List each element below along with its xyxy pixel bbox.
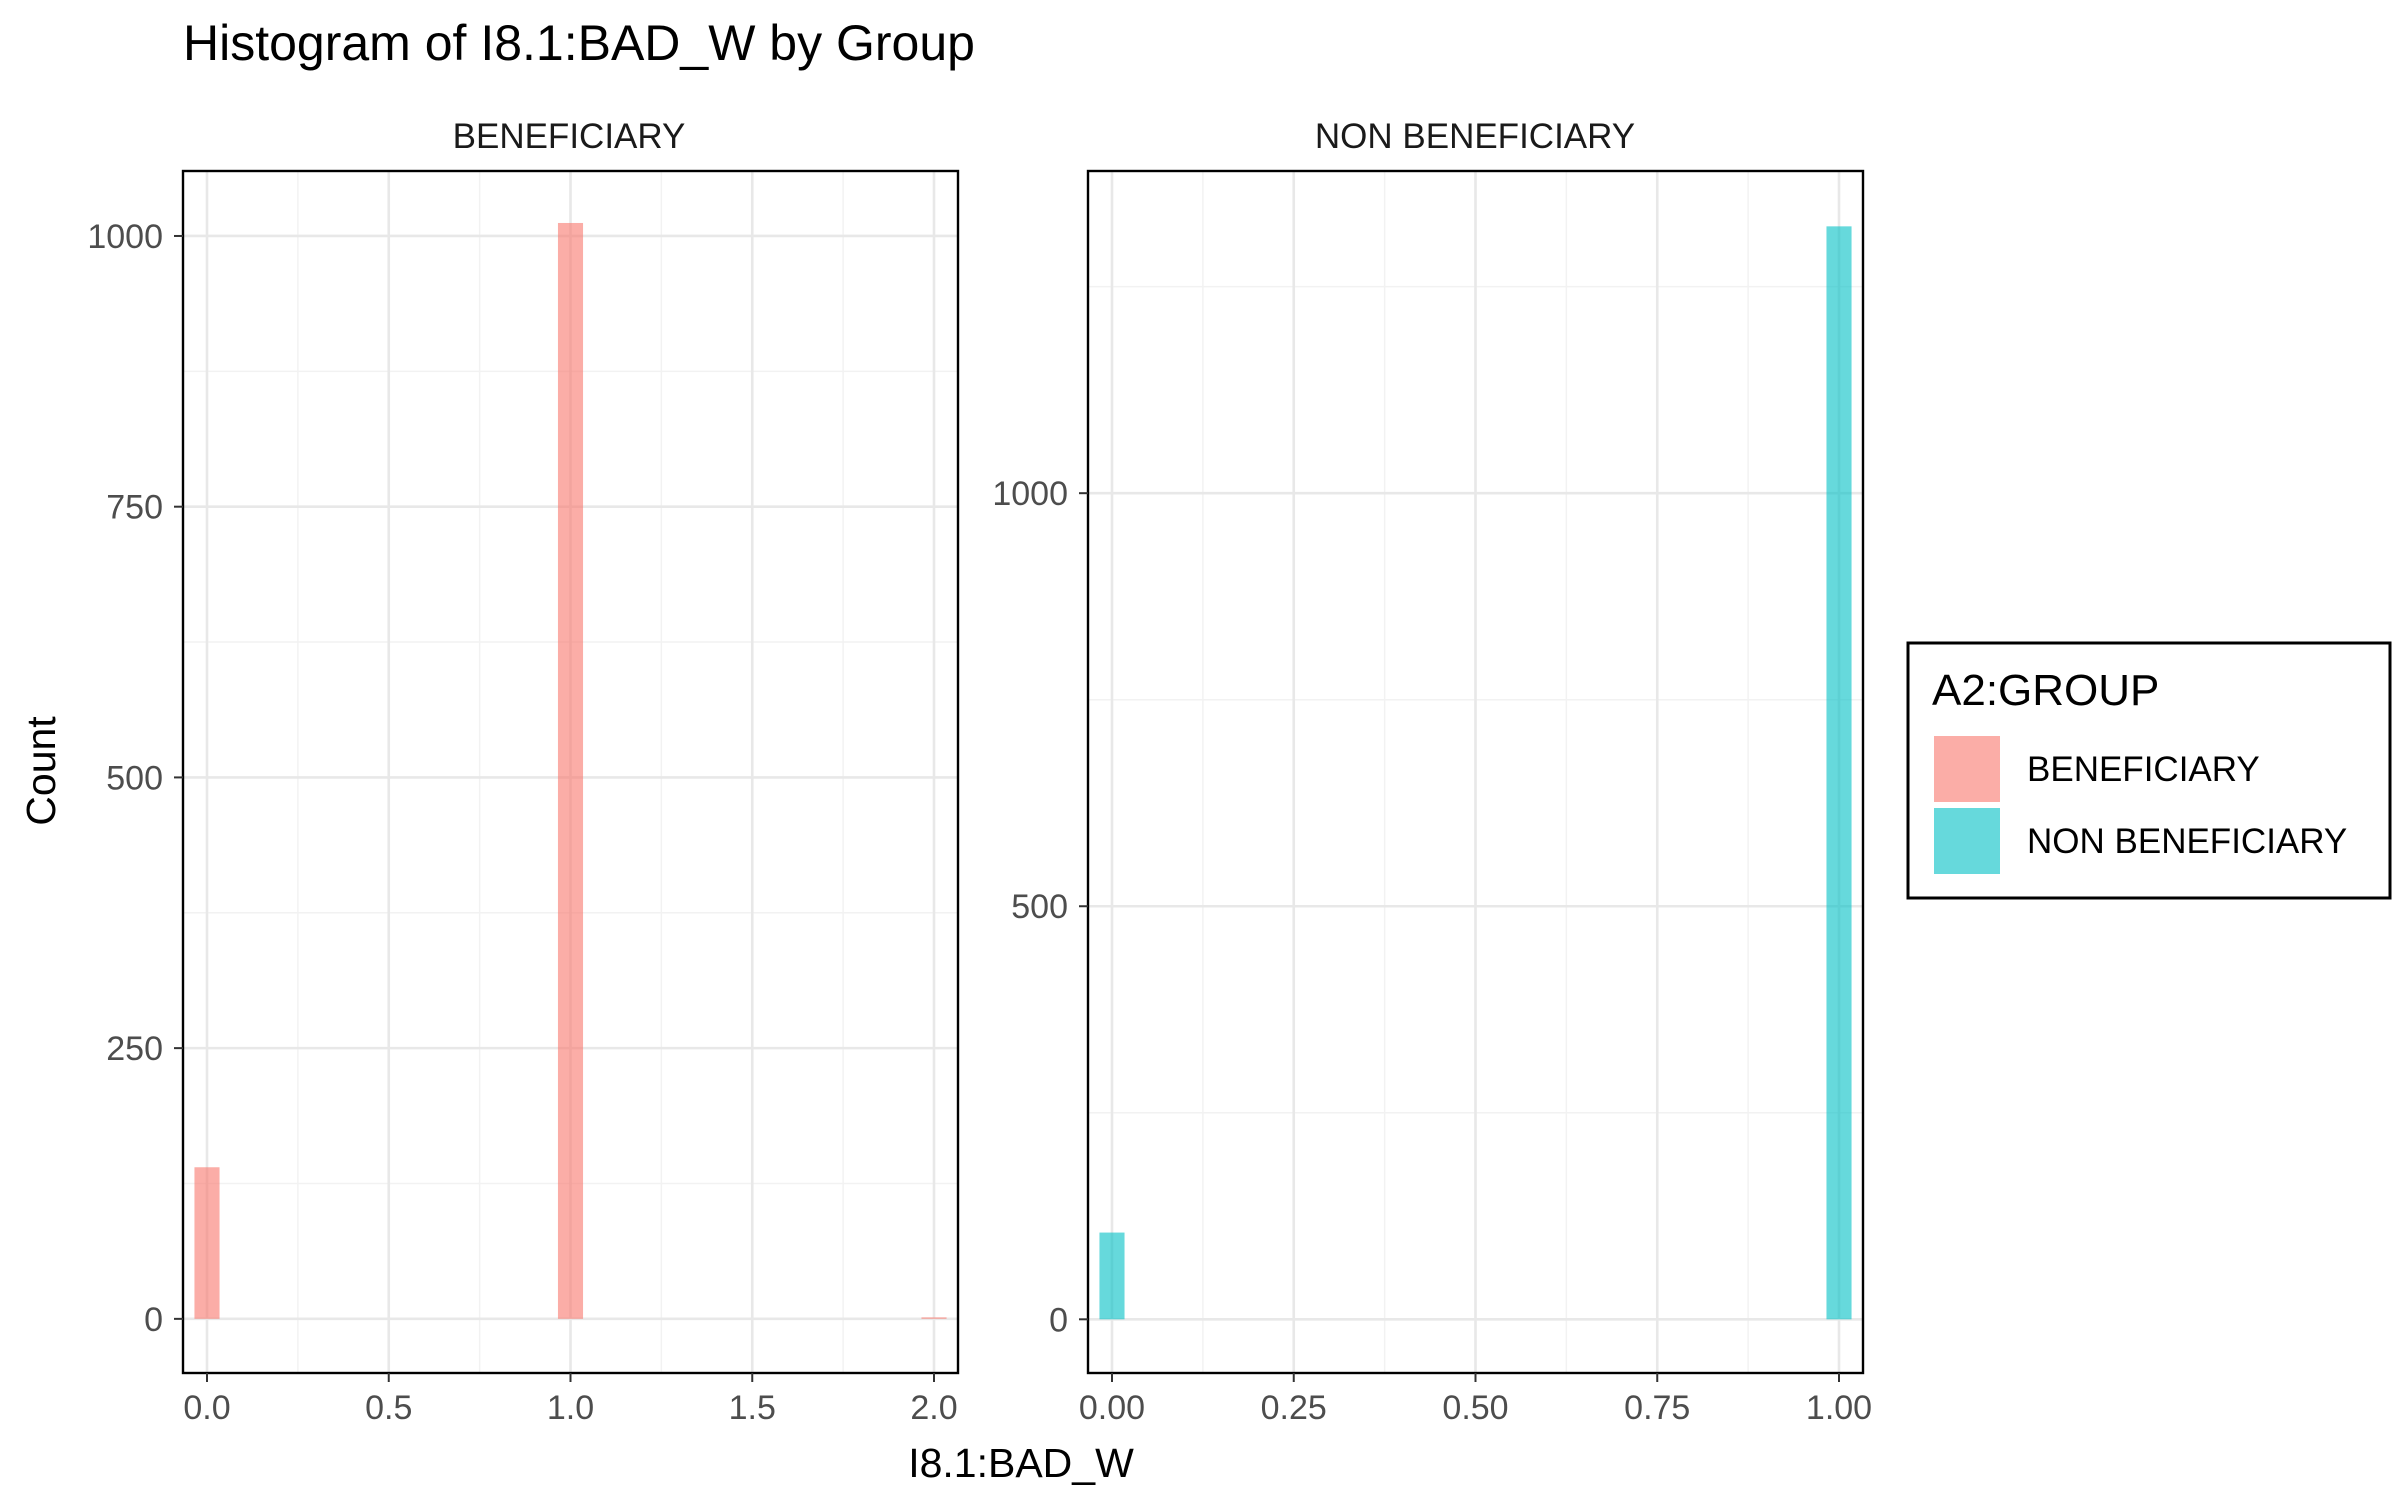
y-tick-label: 500 <box>106 759 163 797</box>
x-tick-label: 0.25 <box>1261 1389 1327 1427</box>
panel-beneficiary: BENEFICIARY 0.0 0.5 1.0 1.5 2.0 0 250 500 750 100… <box>87 117 960 1427</box>
x-axis-label: I8.1:BAD_W <box>908 1440 1134 1486</box>
x-tick-label: 1.5 <box>729 1389 776 1427</box>
histogram-bar <box>1099 1232 1125 1320</box>
x-tick-label: 2.0 <box>910 1389 957 1427</box>
y-tick-label: 0 <box>1049 1301 1068 1339</box>
panel-non-beneficiary: NON BENEFICIARY 0.00 0.25 0.50 0.75 1.00 0 500… <box>992 117 1872 1427</box>
chart-title: Histogram of I8.1:BAD_W by Group <box>183 15 975 71</box>
histogram-bar <box>921 1317 947 1319</box>
legend-key-non-beneficiary <box>1934 808 2000 874</box>
y-tick-label: 750 <box>106 489 163 527</box>
histogram-bar <box>557 222 584 1319</box>
x-tick-label: 0.00 <box>1079 1389 1145 1427</box>
legend-title: A2:GROUP <box>1932 666 2159 715</box>
x-tick-label: 0.75 <box>1624 1389 1690 1427</box>
y-tick-label: 1000 <box>992 475 1068 513</box>
y-tick-label: 500 <box>1011 888 1068 926</box>
legend-key-beneficiary <box>1934 736 2000 802</box>
x-tick-label: 0.50 <box>1442 1389 1508 1427</box>
y-tick-label: 250 <box>106 1030 163 1068</box>
y-axis-label: Count <box>18 716 64 826</box>
legend: A2:GROUP BENEFICIARY NON BENEFICIARY <box>1906 641 2392 900</box>
panel-strip-label: NON BENEFICIARY <box>1315 117 1635 156</box>
legend-label-beneficiary: BENEFICIARY <box>2027 750 2260 789</box>
x-tick-label: 1.0 <box>547 1389 594 1427</box>
x-tick-label: 0.5 <box>365 1389 412 1427</box>
histogram-bar <box>1826 226 1852 1320</box>
x-tick-label: 1.00 <box>1806 1389 1872 1427</box>
y-tick-label: 0 <box>144 1301 163 1339</box>
x-tick-label: 0.0 <box>183 1389 230 1427</box>
histogram-bar <box>194 1167 220 1319</box>
legend-label-non-beneficiary: NON BENEFICIARY <box>2027 822 2347 861</box>
panel-strip-label: BENEFICIARY <box>453 117 686 156</box>
y-tick-label: 1000 <box>87 218 163 256</box>
